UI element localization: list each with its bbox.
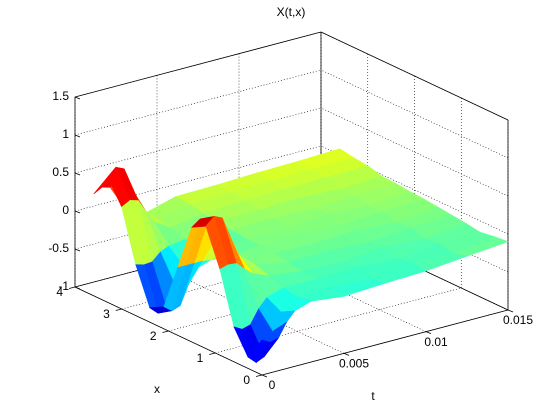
tick-mark <box>74 134 81 138</box>
z-tick-label: -0.5 <box>48 241 69 255</box>
x-tick-label: 0.015 <box>503 313 533 327</box>
tick-mark <box>255 374 263 377</box>
tick-mark <box>209 352 216 355</box>
z-tick-label: -1 <box>58 279 69 293</box>
tick-mark <box>74 172 81 176</box>
z-tick-label: 0 <box>62 203 69 217</box>
y-tick-label: 0 <box>243 373 250 387</box>
tick-mark <box>261 374 268 378</box>
z-tick-label: 1 <box>62 127 69 141</box>
y-tick-label: 2 <box>150 329 157 343</box>
grid-line <box>74 221 322 288</box>
grid-line <box>74 183 322 250</box>
x-tick-label: 0.01 <box>424 335 448 349</box>
grid-line <box>168 265 415 332</box>
tick-mark <box>74 96 81 100</box>
tick-mark <box>74 210 81 214</box>
y-tick-label: 1 <box>197 351 204 365</box>
tick-mark <box>507 309 514 313</box>
tick-mark <box>425 331 432 335</box>
grid-line <box>74 69 322 136</box>
z-tick-label: 0.5 <box>52 165 69 179</box>
grid-line <box>261 309 509 376</box>
y-tick-label: 3 <box>103 307 110 321</box>
grid-line <box>74 107 322 174</box>
grid-line <box>74 31 322 98</box>
tick-mark <box>162 330 169 333</box>
tick-mark <box>343 352 350 356</box>
y-tick-label: 4 <box>56 285 63 299</box>
surface-patch <box>247 339 271 363</box>
z-tick-label: 1.5 <box>52 89 69 103</box>
chart-title: X(t,x) <box>277 5 306 19</box>
grid-line <box>74 145 322 212</box>
tick-mark <box>74 286 81 290</box>
x-tick-label: 0 <box>269 378 276 392</box>
tick-mark <box>115 308 122 311</box>
x-axis-label: t <box>371 389 375 403</box>
y-axis-label: x <box>154 382 160 396</box>
tick-mark <box>74 248 81 252</box>
x-tick-label: 0.005 <box>339 357 369 371</box>
tick-mark <box>68 286 76 289</box>
